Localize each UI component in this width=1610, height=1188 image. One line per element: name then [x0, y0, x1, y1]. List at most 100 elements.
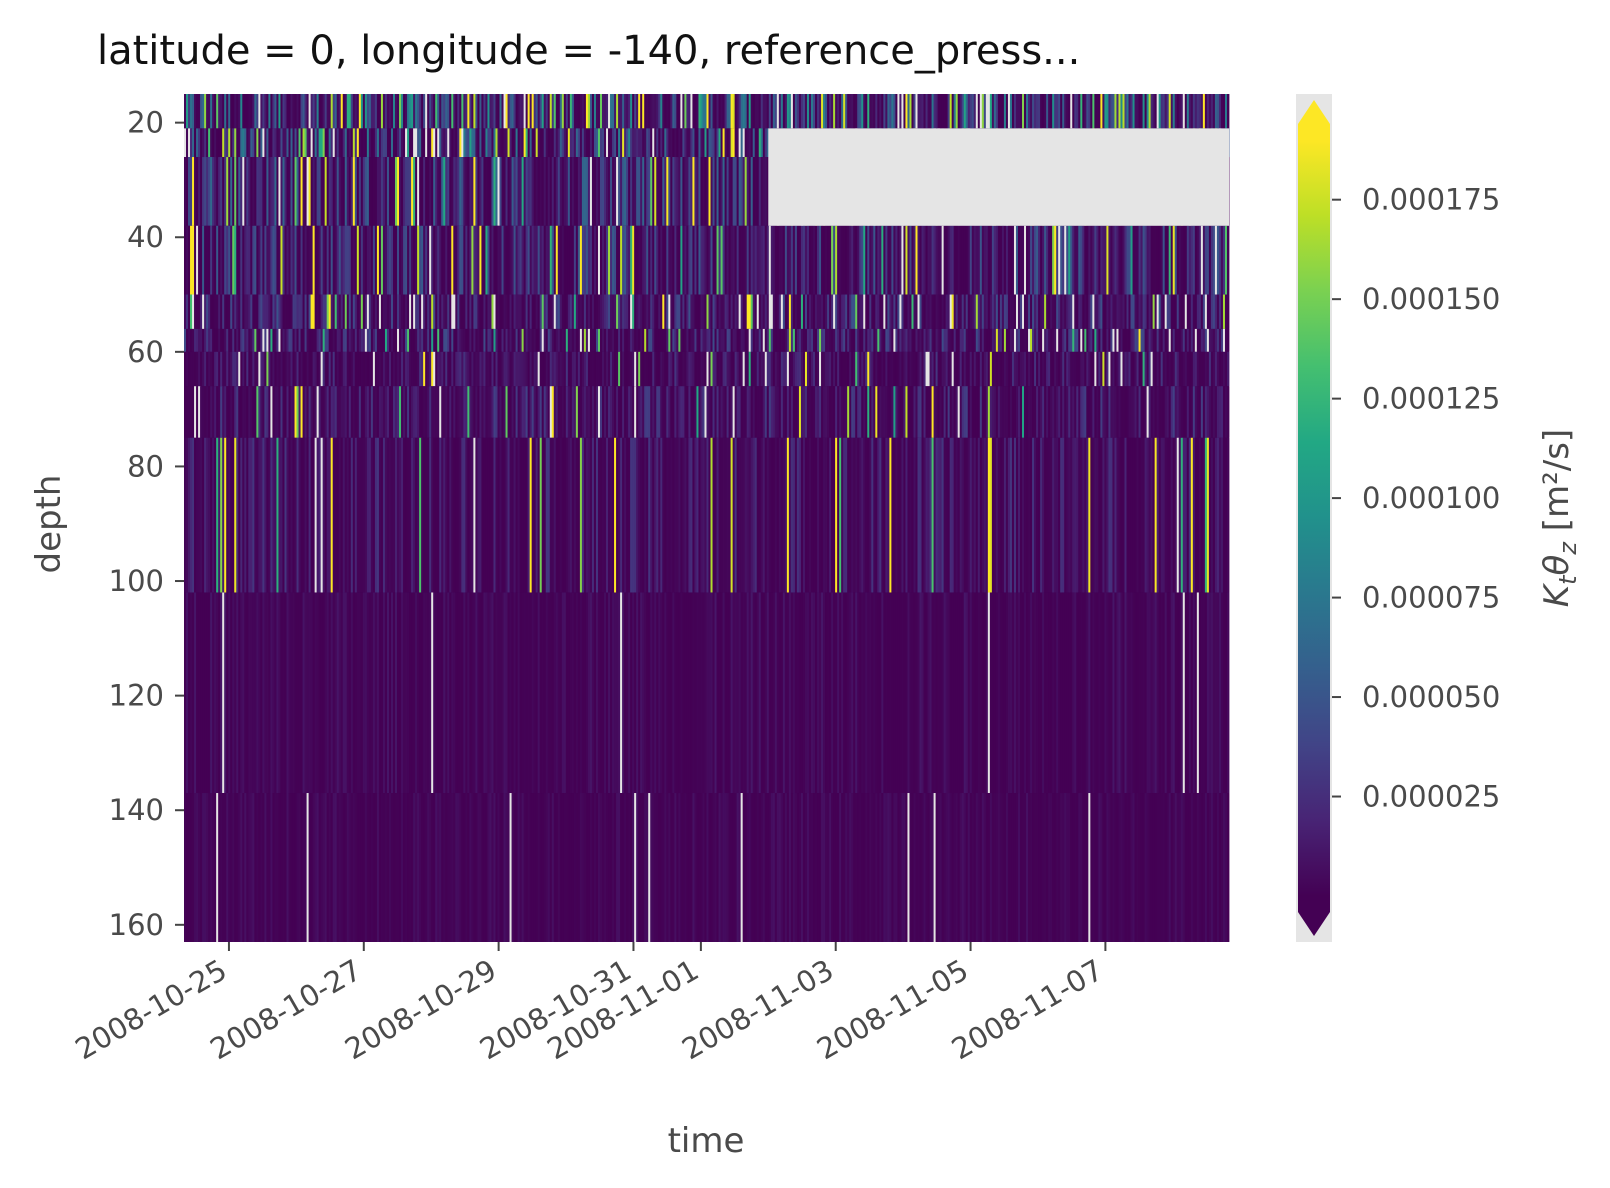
heatmap-cell [1098, 386, 1101, 438]
heatmap-cell [722, 225, 725, 295]
heatmap-cell [756, 386, 760, 438]
heatmap-cell [626, 157, 629, 226]
heatmap-cell [704, 386, 707, 438]
heatmap-cell [975, 386, 979, 438]
heatmap-cell [796, 225, 800, 295]
heatmap-cell [1216, 351, 1220, 387]
heatmap-cell [262, 157, 265, 226]
heatmap-cell [1180, 94, 1184, 129]
heatmap-cell [565, 386, 569, 438]
heatmap-cell [481, 94, 484, 129]
heatmap-cell [837, 294, 840, 329]
heatmap-cell [218, 225, 221, 295]
heatmap-cell [348, 294, 352, 329]
heatmap-cell [951, 328, 955, 352]
heatmap-cell [407, 128, 410, 158]
heatmap-cell [746, 225, 750, 295]
heatmap-cell [847, 328, 850, 352]
heatmap-cell [593, 592, 597, 794]
heatmap-cell [495, 592, 498, 794]
heatmap-cell [855, 94, 858, 129]
heatmap-cell [744, 328, 748, 352]
heatmap-cell [296, 328, 299, 352]
heatmap-cell [228, 351, 231, 387]
heatmap-cell [340, 157, 344, 226]
heatmap-cell [292, 328, 295, 352]
heatmap-cell [346, 592, 350, 794]
heatmap-cell [698, 386, 701, 438]
heatmap-cell [531, 225, 535, 295]
heatmap-cell [495, 437, 498, 593]
heatmap-cell [628, 128, 631, 158]
heatmap-cell [342, 294, 346, 329]
heatmap-cell [366, 157, 370, 226]
heatmap-cell [380, 128, 384, 158]
heatmap-cell [537, 328, 541, 352]
heatmap-cell [666, 157, 669, 226]
heatmap-cell [782, 592, 786, 794]
heatmap-cell [467, 437, 470, 593]
heatmap-cell [425, 328, 428, 352]
heatmap-cell [419, 328, 422, 352]
heatmap-cell [393, 225, 396, 295]
heatmap-cell [473, 386, 476, 438]
heatmap-cell [941, 351, 945, 387]
heatmap-cell [527, 351, 531, 387]
heatmap-cell [672, 294, 675, 329]
heatmap-cell [931, 386, 934, 438]
heatmap-cell [378, 386, 382, 438]
heatmap-cell [575, 225, 579, 295]
heatmap-cell [1122, 386, 1125, 438]
heatmap-cell [931, 351, 934, 387]
heatmap-cell [1154, 294, 1158, 329]
heatmap-cell [497, 592, 500, 794]
heatmap-cell [1138, 328, 1141, 352]
heatmap-cell [360, 94, 364, 129]
heatmap-cell [467, 351, 470, 387]
heatmap-cell [1194, 328, 1198, 352]
heatmap-cell [602, 225, 605, 295]
heatmap-cell [953, 94, 957, 129]
heatmap-cell [539, 94, 543, 129]
heatmap-cell [742, 437, 746, 593]
heatmap-cell [194, 294, 197, 329]
heatmap-cell [815, 351, 818, 387]
heatmap-cell [961, 351, 965, 387]
heatmap-cell [501, 225, 504, 295]
heatmap-cell [650, 225, 653, 295]
heatmap-cell [1092, 351, 1095, 387]
heatmap-cell [784, 386, 788, 438]
heatmap-cell [991, 94, 995, 129]
heatmap-cell [399, 328, 402, 352]
heatmap-cell [477, 225, 480, 295]
heatmap-cell [1158, 225, 1162, 295]
heatmap-cell [222, 592, 225, 794]
heatmap-cell [672, 386, 675, 438]
heatmap-cell [1102, 386, 1105, 438]
heatmap-cell [258, 437, 261, 593]
heatmap-cell [445, 386, 448, 438]
heatmap-cell [302, 225, 305, 295]
heatmap-cell [421, 128, 424, 158]
heatmap-cell [1005, 351, 1009, 387]
heatmap-cell [656, 351, 659, 387]
heatmap-cell [728, 386, 732, 438]
heatmap-cell [726, 386, 730, 438]
heatmap-cell [829, 294, 832, 329]
heatmap-cell [306, 328, 309, 352]
heatmap-cell [714, 351, 717, 387]
heatmap-cell [1146, 225, 1150, 295]
heatmap-cell [626, 328, 629, 352]
heatmap-cell [951, 294, 955, 329]
heatmap-cell [953, 294, 957, 329]
heatmap-cell [270, 128, 273, 158]
heatmap-cell [294, 225, 297, 295]
heatmap-cell [1042, 351, 1045, 387]
heatmap-cell [620, 351, 623, 387]
heatmap-cell [493, 386, 496, 438]
heatmap-cell [429, 94, 432, 129]
heatmap-cell [563, 386, 567, 438]
heatmap-cell [599, 94, 603, 129]
heatmap-cell [447, 351, 450, 387]
heatmap-cell [348, 94, 352, 129]
